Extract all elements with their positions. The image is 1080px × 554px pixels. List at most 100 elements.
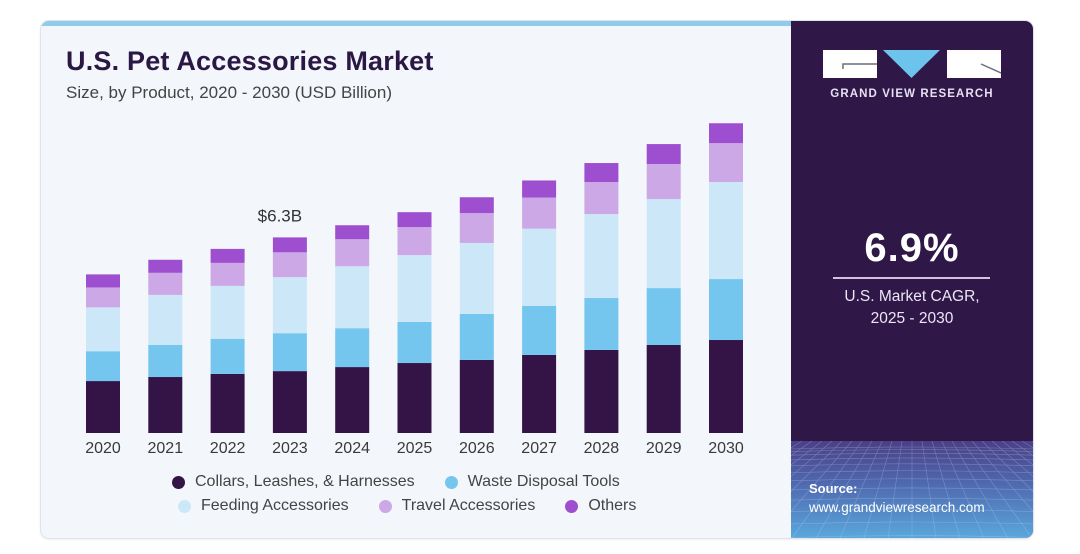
bar-segment-waste-disposal-tools-2022 (210, 338, 245, 374)
x-tick-label: 2025 (397, 440, 433, 457)
mesh-line (791, 535, 1033, 538)
bar-segment-feeding-accessories-2028 (584, 214, 619, 299)
bar-segment-collars-leashes-harnesses-2021 (148, 377, 183, 433)
mesh-line (791, 521, 1033, 525)
bar-segment-feeding-accessories-2027 (522, 228, 557, 306)
bar-segment-travel-accessories-2020 (86, 287, 120, 308)
mesh-line (791, 441, 853, 512)
x-tick-label: 2027 (521, 440, 557, 457)
logo-triangle (883, 50, 940, 78)
logo-right-stroke (980, 63, 1001, 74)
bar-segment-waste-disposal-tools-2027 (522, 305, 557, 355)
bar-segment-collars-leashes-harnesses-2025 (397, 363, 432, 433)
mesh-line (791, 441, 823, 466)
mesh-line (951, 441, 1009, 538)
mesh-line (791, 441, 833, 477)
mesh-line (1001, 441, 1033, 466)
bar-segment-feeding-accessories-2021 (148, 294, 183, 345)
bar-segment-travel-accessories-2023 (272, 252, 307, 278)
bar-segment-waste-disposal-tools-2023 (272, 333, 307, 372)
bar-segment-others-2025 (397, 212, 432, 228)
mesh-line (791, 463, 1033, 467)
mesh-line (961, 441, 1033, 538)
legend-label: Others (588, 497, 637, 514)
bar-segment-travel-accessories-2028 (584, 182, 619, 215)
bar-segment-feeding-accessories-2025 (397, 255, 432, 322)
logo-left-stroke (842, 63, 877, 69)
x-tick-label: 2026 (459, 440, 495, 457)
legend-swatch-icon (172, 475, 185, 489)
mesh-line (971, 441, 1033, 512)
bar-segment-waste-disposal-tools-2021 (148, 344, 183, 378)
bar-segment-waste-disposal-tools-2024 (335, 328, 370, 368)
grand-view-research-logo (823, 50, 1001, 78)
infographic-card: U.S. Pet Accessories Market Size, by Pro… (41, 21, 1033, 538)
cagr-value: 6.9% (864, 226, 960, 270)
bar-segment-others-2020 (86, 274, 120, 288)
sidebar-panel: GRAND VIEW RESEARCH 6.9% U.S. Market CAG… (791, 21, 1033, 538)
legend-item-feeding-accessories: Feeding Accessories (178, 497, 349, 515)
bar-segment-feeding-accessories-2029 (646, 199, 681, 289)
bar-segment-others-2028 (584, 163, 619, 183)
x-tick-label: 2030 (708, 440, 744, 457)
chart-subtitle: Size, by Product, 2020 - 2030 (USD Billi… (66, 83, 392, 102)
bar-segment-feeding-accessories-2020 (86, 307, 120, 352)
bar-segment-feeding-accessories-2022 (210, 285, 245, 339)
bar-segment-feeding-accessories-2030 (709, 182, 743, 280)
legend-item-travel-accessories: Travel Accessories (378, 497, 536, 515)
legend-label: Feeding Accessories (201, 497, 349, 514)
bar-stack-2020 (86, 274, 120, 433)
bar-segment-travel-accessories-2025 (397, 227, 432, 256)
mesh-line (791, 446, 1033, 450)
brand-name: GRAND VIEW RESEARCH (830, 88, 994, 100)
bar-stack-2025 (397, 212, 432, 433)
bar-segment-travel-accessories-2030 (709, 143, 743, 183)
bar-stack-2022 (210, 248, 245, 433)
top-accent-strip (41, 21, 791, 26)
source-link[interactable]: www.grandviewresearch.com (809, 500, 985, 515)
data-label-annotation: $6.3B (258, 206, 302, 225)
x-tick-label: 2022 (210, 440, 246, 457)
bar-segment-collars-leashes-harnesses-2023 (272, 371, 307, 433)
cagr-divider (833, 277, 990, 279)
bar-segment-travel-accessories-2029 (646, 163, 681, 200)
bar-segment-waste-disposal-tools-2020 (86, 351, 120, 382)
bar-segment-collars-leashes-harnesses-2028 (584, 349, 619, 433)
legend-swatch-icon (378, 499, 392, 513)
mesh-line (791, 457, 1033, 461)
bar-stack-2021 (148, 259, 183, 433)
x-tick-label: 2023 (272, 440, 308, 457)
bar-stack-2029 (646, 144, 681, 433)
bar-segment-collars-leashes-harnesses-2022 (210, 373, 245, 433)
mesh-line (815, 441, 873, 538)
legend-item-waste-disposal-tools: Waste Disposal Tools (444, 473, 620, 491)
mesh-line (839, 441, 883, 538)
mesh-line (981, 441, 1033, 492)
mesh-line (791, 470, 1033, 474)
bar-segment-travel-accessories-2022 (210, 262, 245, 286)
mesh-line (791, 497, 1033, 501)
bar-stack-2030 (709, 123, 743, 433)
bar-segment-collars-leashes-harnesses-2020 (86, 381, 120, 433)
bar-stack-2024 (335, 225, 370, 433)
bar-segment-feeding-accessories-2024 (335, 266, 370, 329)
bar-stack-2026 (459, 197, 494, 433)
legend-swatch-icon (178, 499, 191, 513)
cagr-label-line1: U.S. Market CAGR, (844, 288, 980, 305)
mesh-line (941, 441, 985, 538)
bar-segment-collars-leashes-harnesses-2030 (709, 340, 743, 433)
legend-label: Travel Accessories (401, 497, 536, 514)
bar-segment-feeding-accessories-2026 (459, 242, 494, 314)
mesh-line (863, 441, 893, 538)
mesh-line (791, 441, 843, 492)
mesh-line (921, 441, 937, 538)
legend-swatch-icon (565, 499, 579, 513)
bar-segment-waste-disposal-tools-2028 (584, 298, 619, 350)
source-box: Source: www.grandviewresearch.com (791, 441, 1033, 538)
bar-segment-travel-accessories-2021 (148, 272, 183, 295)
bar-segment-feeding-accessories-2023 (272, 277, 307, 334)
source-label: Source: (809, 481, 858, 496)
bar-segment-others-2030 (709, 123, 743, 144)
chart-title: U.S. Pet Accessories Market (66, 46, 434, 76)
bar-segment-others-2022 (210, 248, 245, 263)
